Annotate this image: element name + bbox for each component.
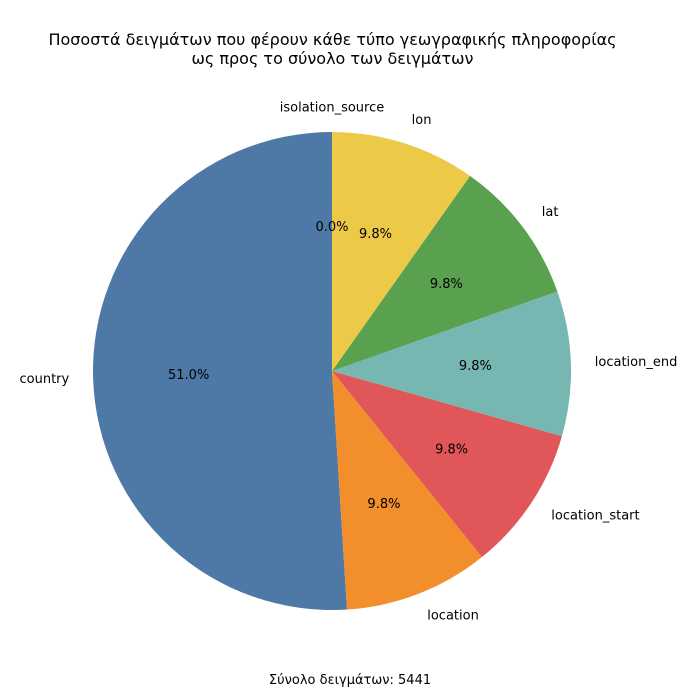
slice-label-country: country [20,372,70,387]
slice-percent-lon: 9.8% [359,227,392,242]
slice-percent-country: 51.0% [168,368,209,383]
slice-percent-lat: 9.8% [430,277,463,292]
chart-title: Ποσοστά δειγμάτων που φέρουν κάθε τύπο γ… [0,30,665,68]
pie-slice-location-end [332,291,571,437]
slice-label-lon: lon [412,113,432,128]
slice-label-lat: lat [542,205,559,220]
sample-total-note: Σύνολο δειγμάτων: 5441 [268,673,432,688]
slice-label-location: location [427,609,479,624]
pie-slice-location-start [332,371,562,558]
chart-title-line-1: Ποσοστά δειγμάτων που φέρουν κάθε τύπο γ… [48,30,617,49]
pie-slice-country [92,131,348,610]
slice-label-location-end: location_end [595,355,678,370]
slice-percent-isolation-source: 0.0% [315,220,348,235]
slice-percent-location: 9.8% [367,497,400,512]
slice-label-isolation-source: isolation_source [280,101,385,116]
pie-slice-lat [332,175,558,371]
slice-percent-location-end: 9.8% [459,359,492,374]
slice-percent-location-start: 9.8% [435,443,468,458]
pie-slice-lon [332,132,471,371]
slice-label-location-start: location_start [551,509,639,524]
pie-slice-location [332,371,483,610]
chart-title-line-2: ως προς το σύνολο των δειγμάτων [191,49,474,68]
